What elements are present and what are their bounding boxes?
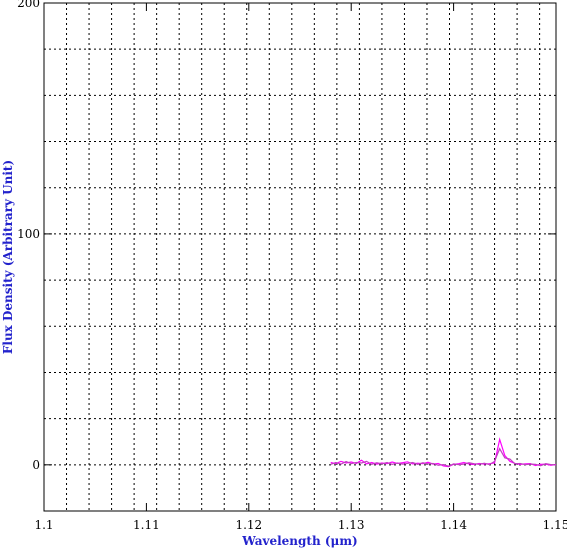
y-tick-label: 0 — [32, 458, 40, 472]
x-tick-label: 1.1 — [34, 518, 53, 532]
x-tick-label: 1.15 — [543, 518, 567, 532]
x-tick-label: 1.13 — [338, 518, 365, 532]
x-tick-label: 1.14 — [440, 518, 467, 532]
plot-frame — [43, 2, 557, 512]
x-tick-label: 1.12 — [235, 518, 262, 532]
x-axis-title: Wavelength (μm) — [241, 534, 357, 548]
y-axis-title: Flux Density (Arbitrary Unit) — [1, 160, 15, 354]
y-tick-label: 100 — [17, 227, 40, 241]
x-tick-label: 1.11 — [133, 518, 160, 532]
y-tick-label: 200 — [17, 0, 40, 10]
data-line — [330, 447, 557, 467]
